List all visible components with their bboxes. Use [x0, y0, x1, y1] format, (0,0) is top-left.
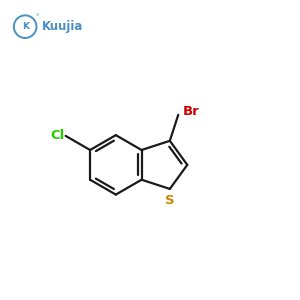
Text: Cl: Cl: [50, 129, 64, 142]
Text: Kuujia: Kuujia: [42, 20, 83, 33]
Text: S: S: [165, 194, 175, 207]
Text: °: °: [36, 14, 39, 20]
Text: K: K: [22, 22, 29, 31]
Text: Br: Br: [183, 105, 200, 118]
